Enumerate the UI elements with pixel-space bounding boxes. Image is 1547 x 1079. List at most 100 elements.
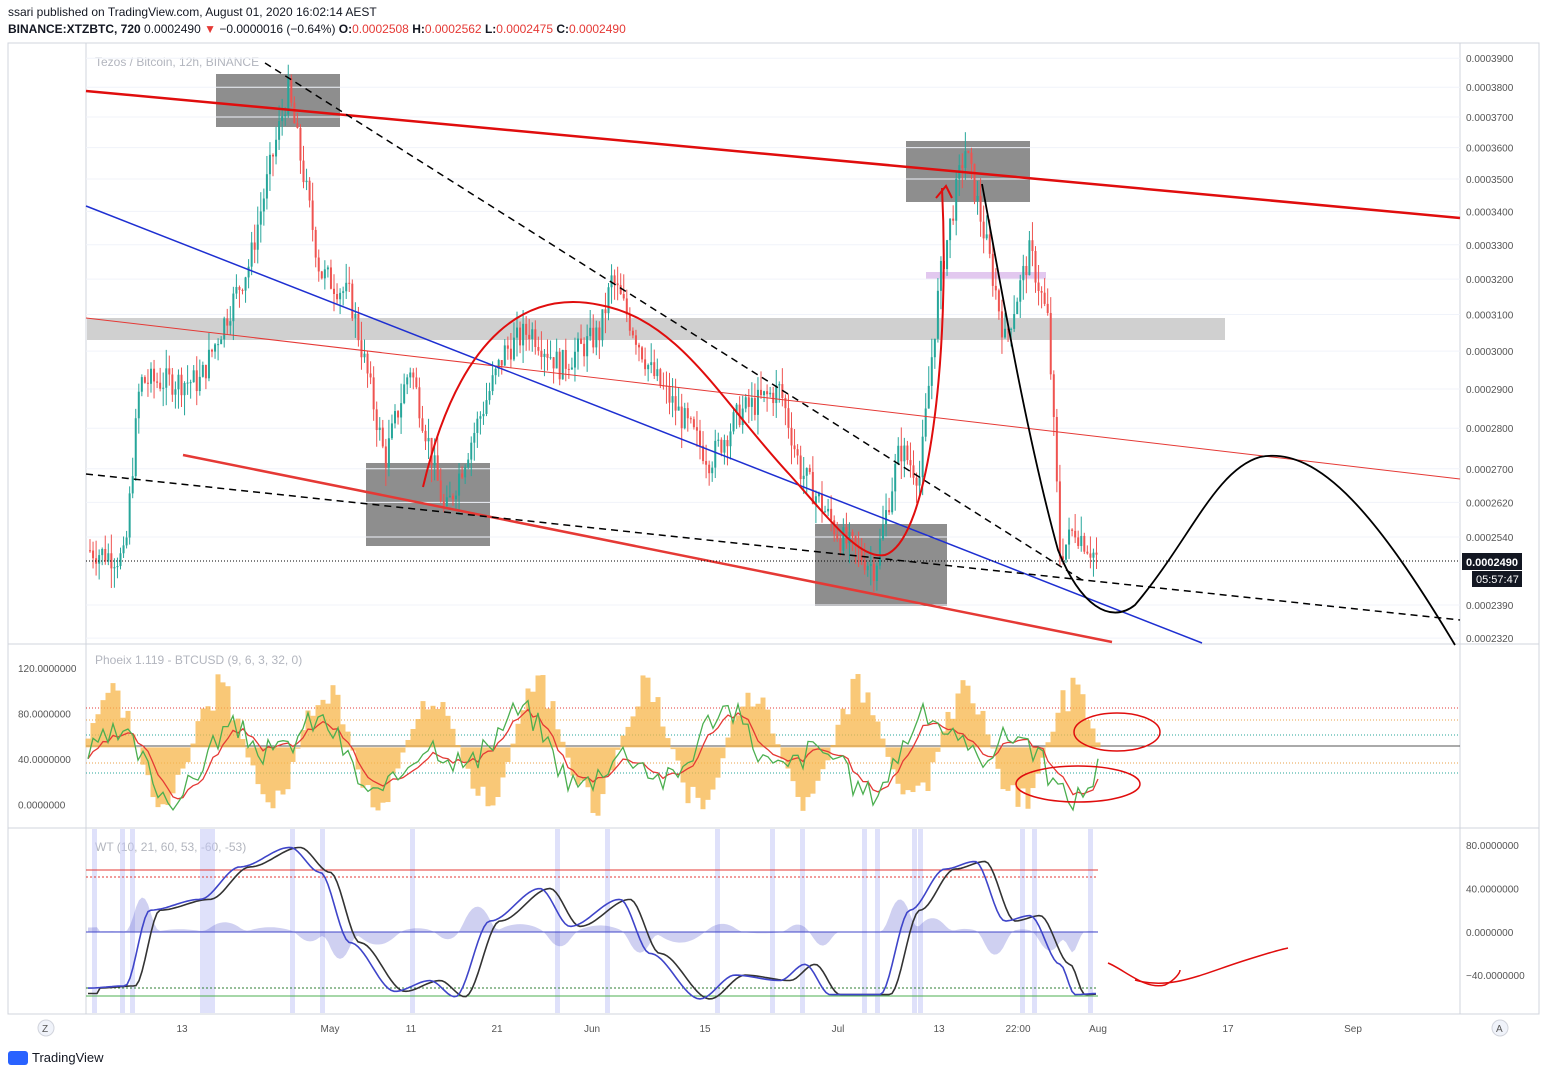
price-tick-label: 0.0003800: [1466, 83, 1514, 94]
osc-fill-bar: [1050, 731, 1056, 748]
time-tick-label: Jul: [832, 1024, 845, 1035]
osc-fill-bar: [875, 721, 881, 748]
candle-body: [366, 353, 369, 374]
price-tick-label: 0.0002800: [1466, 424, 1514, 435]
osc-fill-bar: [640, 675, 646, 748]
osc-fill-bar: [815, 747, 821, 781]
candle-body: [549, 357, 552, 359]
osc-fill-bar: [850, 678, 856, 748]
osc-fill-bar: [220, 682, 226, 748]
candle-body: [616, 283, 619, 286]
candle-body: [955, 178, 958, 221]
candle-body: [787, 408, 790, 428]
osc-fill-bar: [225, 686, 231, 748]
osc-fill-bar: [770, 733, 776, 748]
osc-fill-bar: [615, 747, 621, 750]
candle-body: [1046, 303, 1049, 313]
candle-body: [882, 524, 884, 540]
osc-fill-bar: [160, 747, 166, 805]
candle-body: [558, 351, 561, 380]
candle-body: [769, 392, 772, 395]
osc-fill-bar: [920, 747, 926, 783]
time-tick-label: May: [321, 1024, 340, 1035]
candle-body: [650, 362, 653, 366]
osc-fill-bar: [410, 728, 416, 748]
osc-fill-bar: [750, 706, 756, 748]
wt-annotation-1: [1107, 962, 1181, 987]
candle-body: [970, 152, 973, 164]
candle-body: [506, 345, 509, 349]
candle-body: [869, 564, 872, 566]
osc-fill-bar: [965, 685, 971, 748]
purple-band: [926, 272, 1046, 279]
candle-body: [991, 253, 994, 286]
candle-body: [369, 373, 372, 378]
osc-fill-bar: [1090, 728, 1096, 748]
osc-fill-bar: [480, 747, 486, 787]
osc-fill-bar: [800, 747, 806, 811]
auto-scale-icon[interactable]: [1491, 1019, 1509, 1037]
candle-body: [339, 292, 342, 300]
low-label: L:: [484, 22, 497, 36]
candle-body: [397, 411, 400, 418]
candle-body: [235, 287, 238, 294]
candle-body: [323, 269, 326, 279]
osc-fill-bar: [950, 718, 956, 748]
candle-body: [509, 348, 512, 360]
osc-fill-bar: [420, 701, 426, 748]
osc-fill-bar: [930, 747, 936, 763]
candle-body: [427, 437, 430, 442]
osc-fill-bar: [200, 708, 206, 748]
candle-body: [695, 427, 698, 431]
osc-fill-bar: [250, 747, 256, 766]
candle-body: [570, 367, 573, 370]
time-tick-label: 11: [406, 1024, 417, 1035]
candle-body: [1040, 291, 1043, 293]
candle-body: [790, 427, 793, 446]
candle-body: [320, 271, 323, 279]
osc-fill-bar: [910, 747, 916, 793]
price-tick-label: 0.0003900: [1466, 54, 1514, 65]
candle-body: [290, 77, 293, 103]
candle-body: [891, 491, 894, 513]
osc-fill-bar: [405, 739, 411, 748]
candle-body: [1055, 417, 1058, 482]
candle-body: [939, 260, 942, 291]
wt-highlight-bar: [205, 829, 210, 1013]
osc-fill-bar: [985, 734, 991, 748]
osc-fill-bar: [445, 715, 451, 748]
candle-body: [171, 374, 174, 395]
wt-highlight-bar: [555, 829, 560, 1013]
candle-body: [113, 567, 116, 569]
candle-body: [198, 376, 201, 392]
osc-main-line: [87, 699, 1099, 812]
candle-body: [519, 327, 522, 346]
osc-fill-bar: [690, 747, 696, 787]
osc-fill-bar: [485, 747, 491, 807]
candle-body: [638, 344, 640, 348]
candle-body: [677, 406, 680, 411]
tradingview-logo[interactable]: TradingView: [8, 1050, 104, 1065]
candle-body: [305, 180, 308, 183]
candle-body: [784, 397, 787, 409]
osc-fill-bar: [1085, 720, 1091, 748]
dashed-support: [85, 473, 1461, 621]
candle-body: [778, 384, 781, 386]
osc-fill-bar: [735, 715, 741, 748]
osc-fill-bar: [155, 747, 161, 808]
candle-body: [131, 476, 134, 494]
candle-body: [814, 496, 817, 504]
osc-fill-bar: [210, 710, 216, 748]
osc-fill-bar: [990, 747, 996, 749]
candle-body: [848, 531, 851, 544]
wt-highlight-bar: [130, 829, 135, 1013]
candle-body: [503, 345, 506, 366]
osc-fill-bar: [130, 734, 136, 748]
candle-body: [272, 154, 274, 157]
candle-body: [1013, 314, 1016, 329]
osc-fill-bar: [115, 690, 121, 748]
candle-body: [110, 553, 113, 569]
candle-body: [583, 343, 586, 357]
zoom-reset-icon[interactable]: [37, 1019, 55, 1037]
